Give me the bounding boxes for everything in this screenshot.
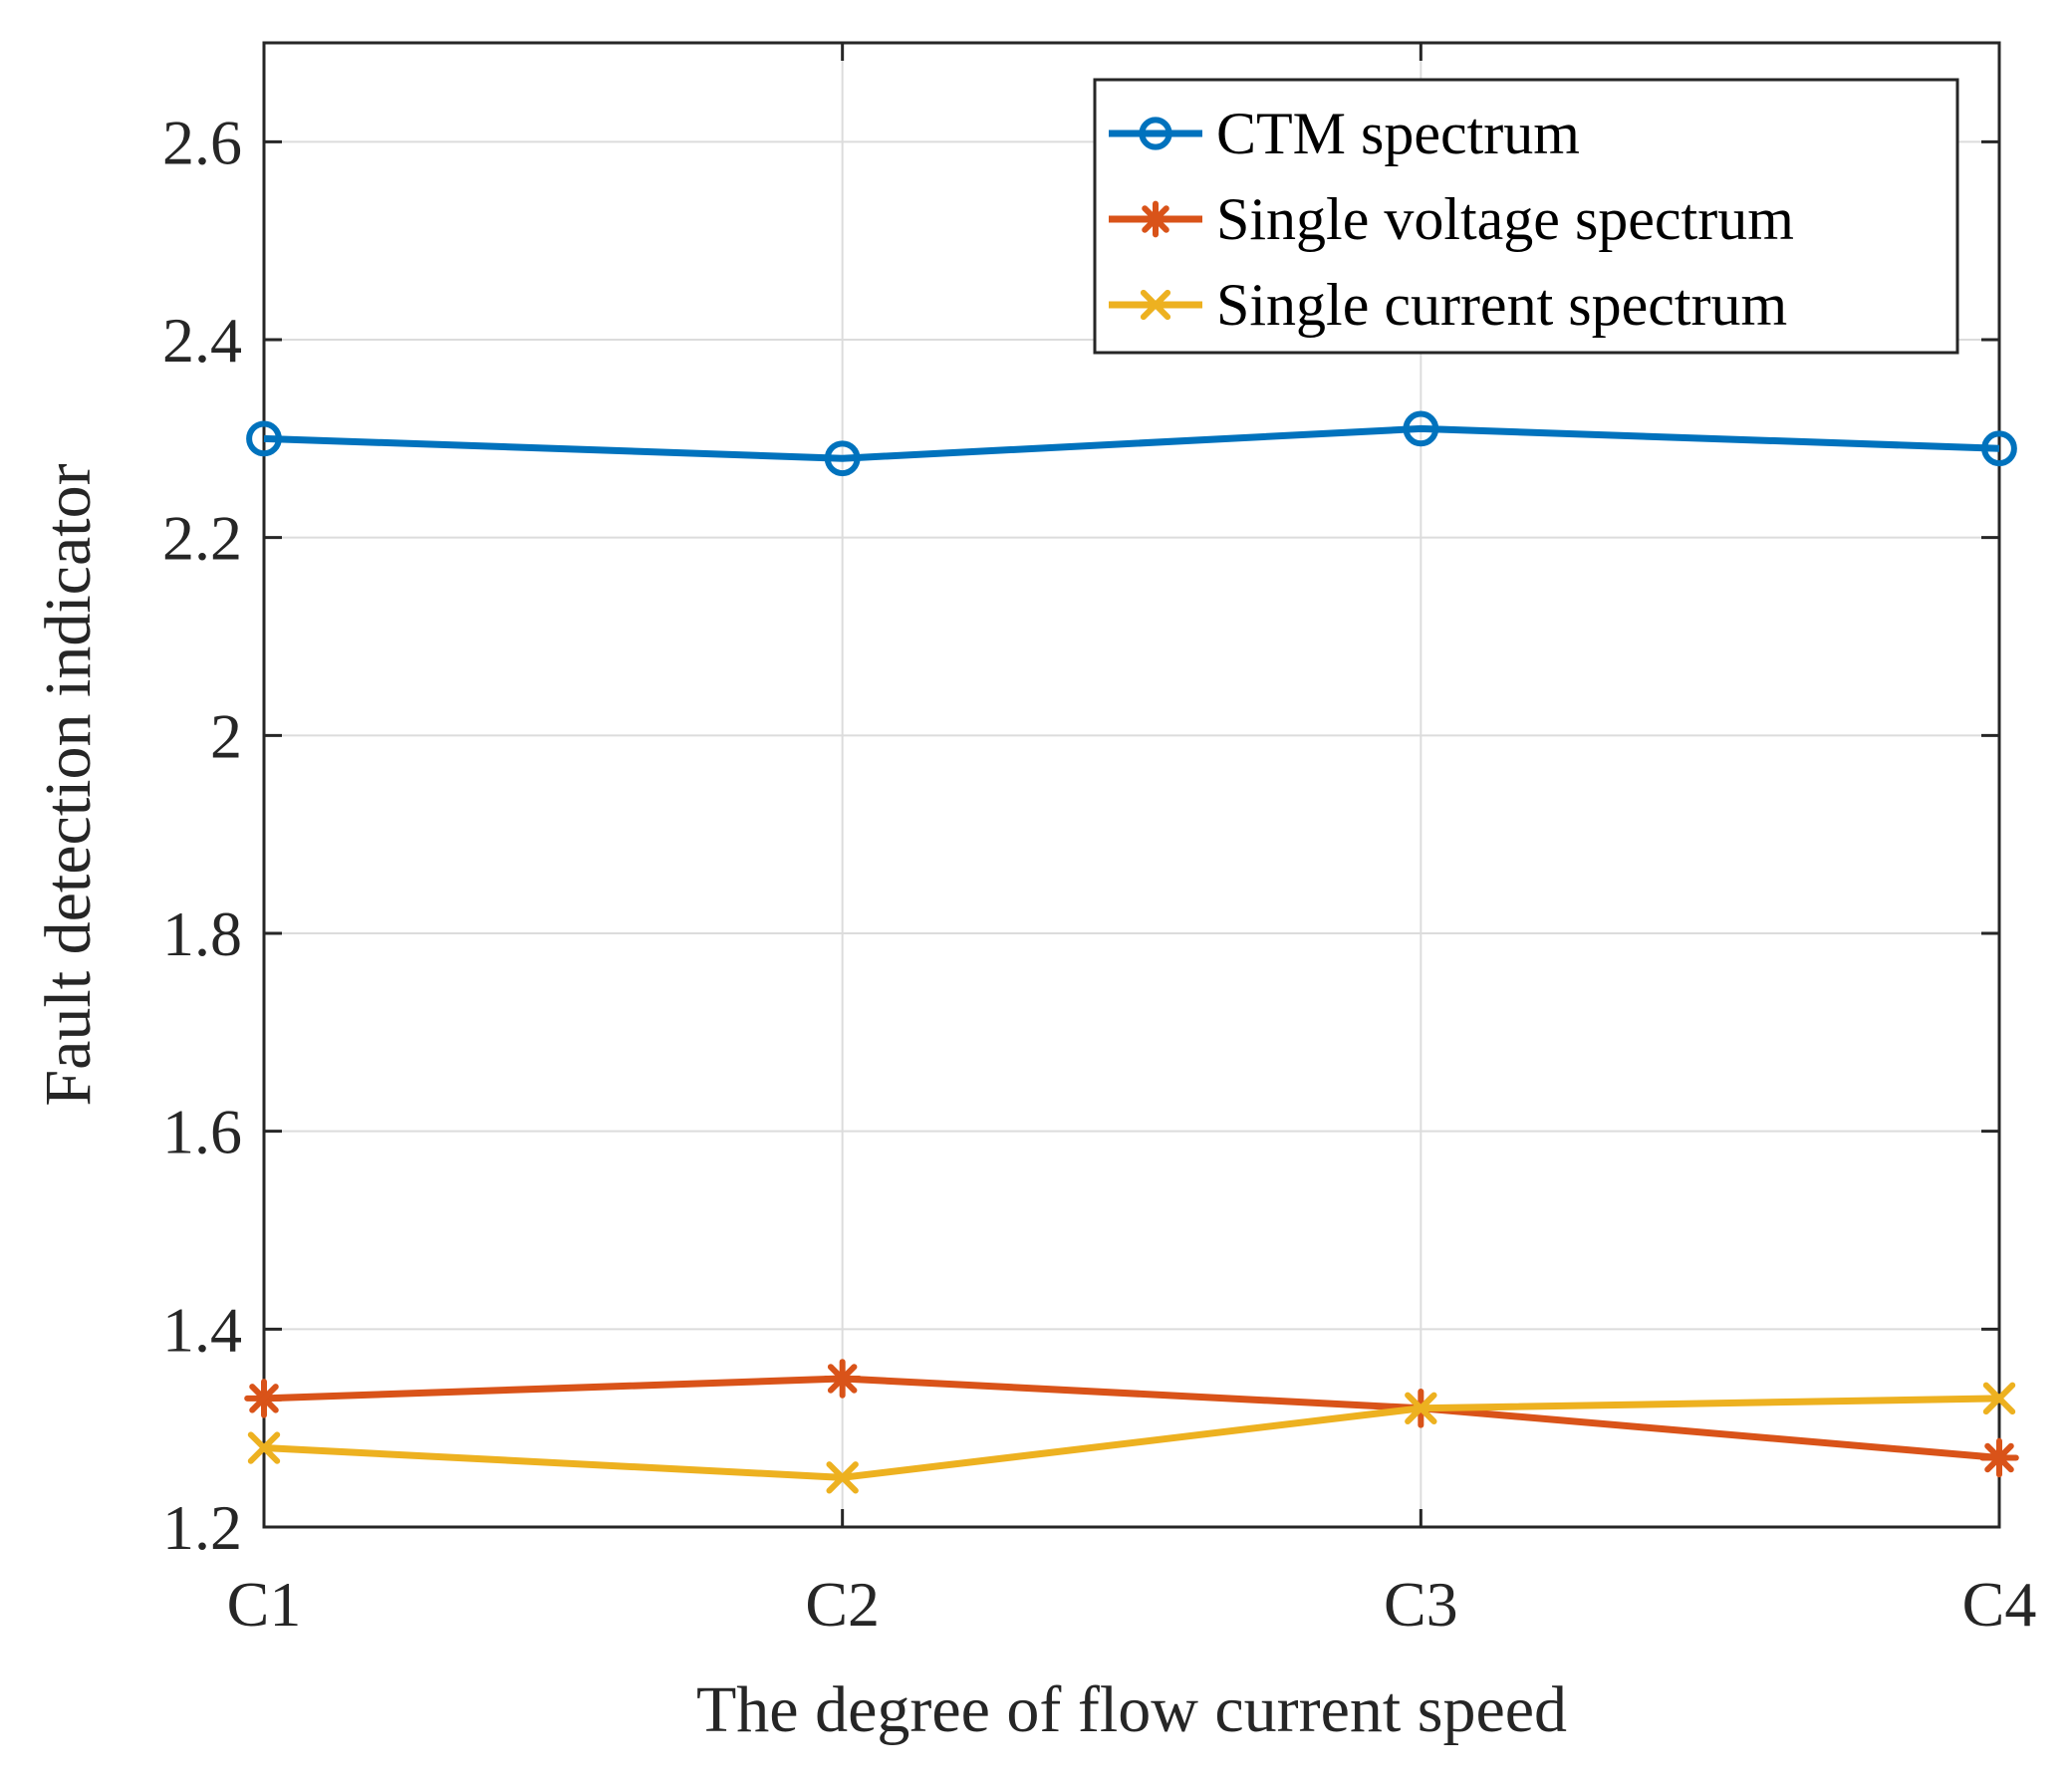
asterisk-stroke [827, 1364, 858, 1394]
asterisk-marker [822, 1359, 863, 1399]
asterisk-marker [1137, 200, 1174, 238]
legend-entry: Single voltage spectrum [1109, 186, 1794, 252]
x-stroke [247, 1431, 281, 1464]
y-axis-label: Fault detection indicator [32, 463, 105, 1106]
x-stroke [1982, 1382, 2016, 1415]
x-marker [1405, 1392, 1437, 1424]
x-tick-label: C3 [1384, 1569, 1458, 1640]
legend-label: Single current spectrum [1216, 272, 1787, 338]
x-tick-label: C4 [1962, 1569, 2037, 1640]
y-tick-label: 1.6 [162, 1097, 242, 1167]
legend: CTM spectrum Single voltage spectrum Singl… [1093, 78, 1959, 355]
circle-marker [824, 440, 861, 477]
series-line [263, 1375, 2000, 1461]
asterisk-stroke [1984, 1442, 2014, 1473]
legend-label: Single voltage spectrum [1216, 186, 1794, 252]
circle-marker [1981, 430, 2017, 467]
asterisk-stroke [1142, 205, 1169, 233]
series-layer [244, 410, 2019, 1494]
x-stroke [1405, 1392, 1437, 1424]
y-tick-label: 2.2 [162, 503, 242, 574]
series-3 [247, 1382, 2016, 1494]
y-tick-label: 1.2 [162, 1492, 242, 1563]
x-stroke [826, 1461, 859, 1494]
y-tick-label: 2.6 [162, 107, 242, 177]
y-tick-label: 1.8 [162, 898, 242, 969]
x-tick-label: C1 [227, 1569, 302, 1640]
series-line [263, 1395, 2000, 1481]
x-axis-label: The degree of flow current speed [696, 1673, 1567, 1746]
y-tick-label: 2.4 [162, 305, 242, 376]
y-tick-label: 2 [210, 700, 242, 771]
legend-entry: Single current spectrum [1109, 272, 1787, 338]
x-stroke [1140, 289, 1171, 321]
x-marker [1140, 289, 1171, 321]
axis-ticks: 1.2 1.4 1.6 1.8 2 2.2 2.4 2.6 C1 C2 C3 C4 [162, 43, 2036, 1640]
legend-label: CTM spectrum [1216, 101, 1580, 166]
circle-marker [246, 420, 282, 457]
x-tick-label: C2 [805, 1569, 880, 1640]
y-tick-label: 1.4 [162, 1294, 242, 1365]
asterisk-marker [1979, 1437, 2019, 1478]
circle-marker [1403, 410, 1439, 447]
x-marker [826, 1461, 859, 1494]
x-marker [247, 1431, 281, 1464]
plot-frame [262, 41, 2001, 1529]
x-marker [1982, 1382, 2016, 1415]
asterisk-stroke [249, 1384, 279, 1413]
legend-entry: CTM spectrum [1109, 101, 1580, 166]
legend-box [1093, 78, 1959, 355]
circle-marker [1139, 117, 1172, 150]
asterisk-marker [244, 1379, 284, 1418]
series-line [263, 424, 2000, 462]
series-1 [246, 410, 2017, 477]
